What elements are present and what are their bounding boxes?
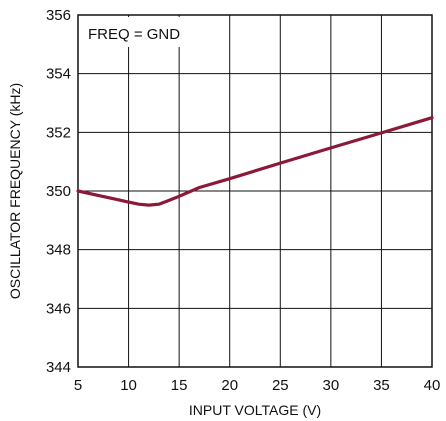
annotation-text: FREQ = GND [88,26,180,43]
x-axis-title: INPUT VOLTAGE (V) [189,402,321,418]
x-tick-label: 10 [120,377,137,394]
grid [78,15,432,367]
y-axis-title: OSCILLATOR FREQUENCY (kHz) [7,83,23,299]
y-tick-label: 350 [46,183,71,200]
y-tick-label: 354 [46,66,71,83]
y-tick-labels: 344 346 348 350 352 354 356 [46,7,71,376]
x-tick-label: 5 [74,377,82,394]
x-tick-label: 30 [323,377,340,394]
series-layer [78,118,432,205]
x-tick-label: 20 [221,377,238,394]
y-tick-label: 356 [46,7,71,24]
y-tick-label: 346 [46,300,71,317]
x-tick-labels: 5 10 15 20 25 30 35 40 [74,377,441,394]
x-tick-label: 25 [272,377,289,394]
x-tick-label: 40 [424,377,441,394]
x-tick-label: 15 [171,377,188,394]
series-line-1 [78,118,432,205]
y-tick-label: 348 [46,242,71,259]
y-tick-label: 344 [46,359,71,376]
annotation-box: FREQ = GND [80,17,190,47]
y-tick-label: 352 [46,124,71,141]
x-tick-label: 35 [373,377,390,394]
